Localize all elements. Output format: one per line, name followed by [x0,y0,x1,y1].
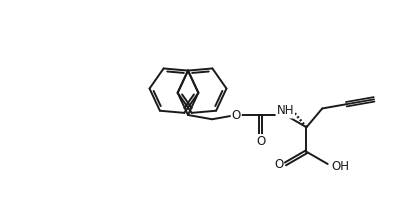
Text: O: O [231,109,240,121]
Text: OH: OH [331,160,349,172]
Text: NH: NH [276,104,293,118]
Text: O: O [273,157,283,171]
Text: O: O [255,135,265,148]
